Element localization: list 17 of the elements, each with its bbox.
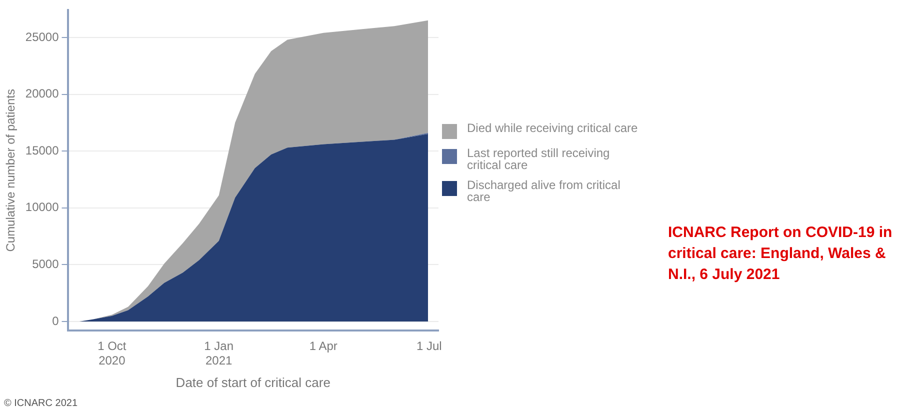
x-tick-label: 1 Jul <box>416 339 442 354</box>
y-tick-label: 15000 <box>25 143 60 158</box>
legend-label: Discharged alive from critical care <box>467 178 622 204</box>
text: ICNARC Report on COVID-19 in critical care: England, Wales & N.I., 6 July 2021 <box>668 223 894 285</box>
y-tick-label: 5000 <box>32 257 60 272</box>
x-tick-label: 1 Apr <box>309 339 338 354</box>
legend-label: Died while receiving critical care <box>467 121 638 135</box>
text: © ICNARC 2021 <box>4 398 78 409</box>
y-axis-title: Cumulative number of patients <box>4 89 18 252</box>
x-tick-label: 1 Jan 2021 <box>204 339 234 368</box>
y-tick-label: 20000 <box>25 86 60 101</box>
y-tick-label: 25000 <box>25 30 60 44</box>
legend-label: Last reported still receiving critical care <box>467 146 611 172</box>
y-tick-label: 10000 <box>25 200 60 214</box>
x-axis-title: Date of start of critical care <box>176 374 330 390</box>
x-tick-label: 1 Oct 2020 <box>98 339 127 368</box>
y-tick-label: 0 <box>52 314 60 328</box>
